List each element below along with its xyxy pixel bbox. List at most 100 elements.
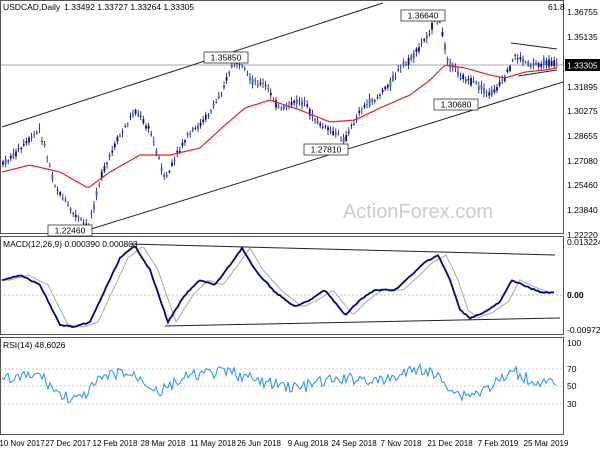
candle-body — [514, 55, 517, 57]
candle-body — [243, 68, 246, 69]
chart-title: USDCAD,Daily 1.33492 1.33727 1.33264 1.33… — [3, 2, 194, 12]
y-tick-label: 1.22220 — [567, 230, 598, 240]
candle-body — [137, 114, 140, 116]
triangle-upper-line — [510, 42, 558, 50]
macd-lower-trendline — [164, 317, 561, 327]
candle-body — [155, 150, 158, 155]
candle-body — [420, 42, 423, 44]
rsi-y-tick-label: 70 — [567, 364, 577, 374]
candle-body — [282, 105, 285, 110]
x-tick-label: 21 Dec 2018 — [427, 439, 473, 448]
candle-body — [511, 59, 514, 61]
rsi-line — [1, 362, 557, 404]
svg-text:1.30680: 1.30680 — [441, 100, 472, 110]
candle-body — [132, 114, 134, 116]
candle-body — [498, 82, 501, 86]
candle-body — [454, 67, 457, 69]
candle-body — [275, 99, 277, 108]
candle-body — [59, 192, 62, 196]
candle-body — [72, 212, 75, 214]
svg-text:1.27810: 1.27810 — [311, 145, 342, 155]
candle-body — [553, 60, 556, 67]
candle-body — [379, 94, 381, 96]
candle-body — [181, 142, 184, 146]
candle-body — [4, 159, 7, 165]
candle-body — [139, 115, 142, 117]
y-tick-label: 1.28655 — [567, 131, 598, 141]
candle-body — [407, 58, 410, 65]
x-tick-label: 28 Mar 2018 — [141, 439, 186, 448]
candle-body — [332, 131, 335, 135]
candle-body — [389, 80, 392, 87]
candle-body — [41, 140, 43, 142]
candle-body — [303, 100, 306, 102]
candle-body — [220, 93, 223, 95]
candle-body — [342, 137, 345, 143]
candle-body — [314, 118, 316, 120]
annotation-low-1: 1.22460 — [47, 224, 93, 237]
y-tick-label: 1.36755 — [567, 7, 598, 17]
candle-body — [262, 82, 264, 84]
candle-body — [225, 76, 228, 81]
candle-body — [2, 161, 4, 165]
candle-body — [410, 55, 413, 60]
svg-text:1.36640: 1.36640 — [408, 11, 439, 21]
rsi-title: RSI(14) 48.6026 — [3, 340, 66, 350]
candle-body — [480, 85, 483, 90]
candle-body — [189, 133, 192, 135]
candle-body — [470, 78, 472, 86]
candle-body — [168, 171, 171, 173]
candle-body — [550, 61, 553, 66]
candle-body — [217, 95, 220, 99]
candle-body — [399, 67, 402, 69]
candle-body — [163, 174, 166, 178]
candle-body — [158, 157, 160, 159]
candle-body — [334, 132, 337, 135]
candle-body — [61, 198, 64, 200]
annotation-high-1: 1.35850 — [203, 51, 249, 64]
x-tick-label: 7 Nov 2018 — [381, 439, 422, 448]
candle-body — [397, 69, 400, 71]
x-tick-label: 27 Dec 2017 — [45, 439, 91, 448]
annotation-low-3: 1.30680 — [433, 98, 479, 111]
candle-body — [301, 101, 303, 106]
candle-body — [472, 80, 475, 82]
candle-body — [121, 131, 124, 133]
candle-body — [540, 63, 543, 67]
candle-body — [51, 175, 54, 180]
y-tick-label: 1.25460 — [567, 180, 598, 190]
candle-body — [425, 35, 428, 39]
candle-body — [402, 61, 405, 66]
candle-body — [230, 64, 233, 68]
candle-body — [202, 119, 205, 123]
candle-body — [48, 165, 51, 167]
candle-body — [22, 143, 25, 146]
candle-body — [106, 162, 108, 164]
rsi-y-tick-label: 30 — [567, 399, 577, 409]
candle-body — [412, 53, 415, 59]
candle-body — [386, 84, 389, 88]
x-tick-label: 11 May 2018 — [190, 439, 236, 448]
candle-body — [438, 21, 441, 23]
candle-body — [488, 92, 491, 96]
candle-body — [103, 166, 106, 172]
y-tick-label: 1.31895 — [567, 82, 598, 92]
y-tick-label: 1.30275 — [567, 106, 598, 116]
candle-body — [267, 87, 270, 89]
candle-body — [67, 205, 69, 206]
candle-body — [446, 58, 449, 62]
price-panel-frame — [0, 0, 564, 234]
watermark: ActionForex.com — [343, 201, 493, 223]
candle-body — [204, 114, 207, 120]
y-tick-label: 1.23840 — [567, 205, 598, 215]
candle-body — [160, 167, 163, 172]
candle-body — [113, 143, 116, 148]
candle-body — [210, 110, 212, 112]
candle-body — [295, 99, 298, 104]
candle-body — [431, 22, 433, 30]
x-axis: 10 Nov 2017 27 Dec 2017 12 Feb 2018 28 Mar … — [0, 439, 569, 448]
candle-body — [316, 120, 319, 124]
candle-body — [176, 150, 179, 153]
